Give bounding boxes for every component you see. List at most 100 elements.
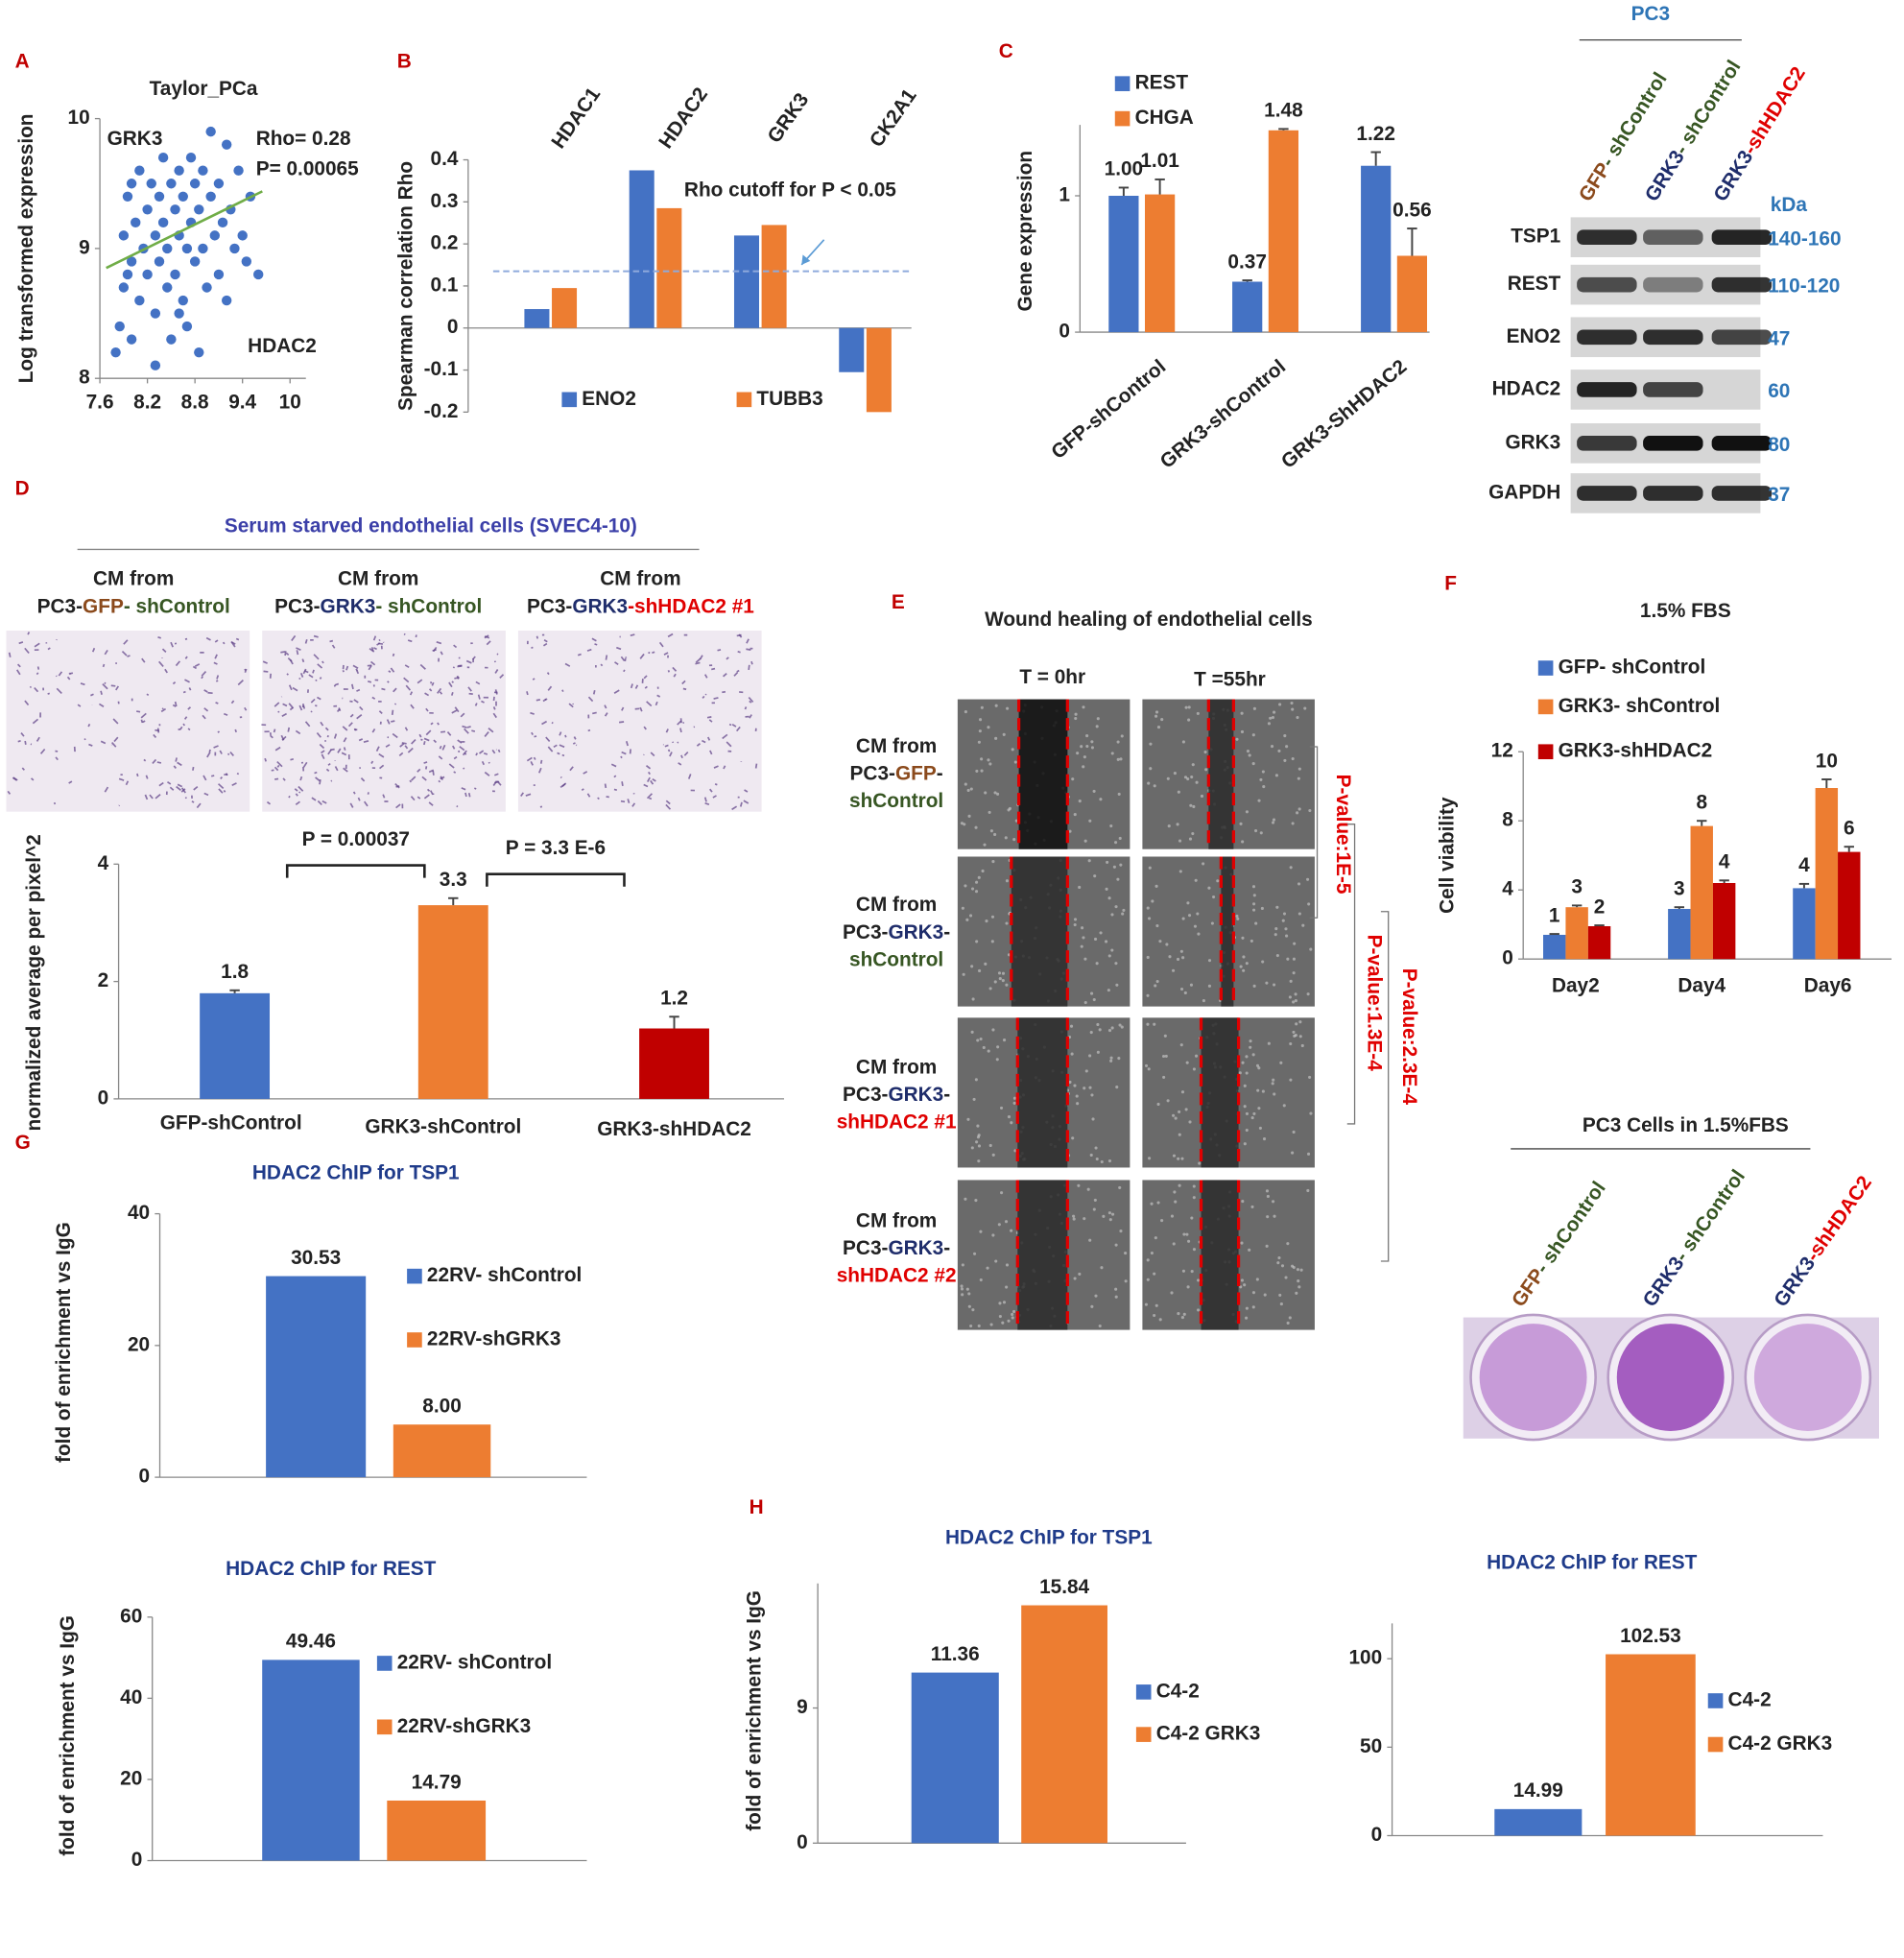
cell-texture <box>962 972 965 976</box>
cell-stain <box>160 707 167 713</box>
cell-stain <box>274 777 279 780</box>
legend-swatch <box>1707 1736 1724 1753</box>
point <box>217 217 228 228</box>
cell-texture <box>1105 887 1108 891</box>
cell-stain <box>683 751 689 756</box>
point <box>126 179 137 189</box>
cell-stain <box>158 660 164 668</box>
cell-texture <box>1309 947 1313 951</box>
cell-stain <box>581 788 584 792</box>
cell-texture <box>1250 1205 1254 1208</box>
cell-stain <box>411 738 416 745</box>
cell-stain <box>428 769 435 774</box>
cell-texture <box>1174 1116 1178 1120</box>
cell-texture <box>1178 1133 1181 1136</box>
cell-stain <box>276 764 280 768</box>
cell-stain <box>36 666 40 670</box>
cell-texture <box>1001 979 1005 983</box>
cell-texture <box>990 915 995 919</box>
cell-stain <box>708 719 713 723</box>
cell-texture <box>1114 841 1118 845</box>
cell-stain <box>36 672 39 676</box>
cell-texture <box>1156 1201 1160 1205</box>
cell-texture <box>1146 1277 1150 1281</box>
chart-title: Taylor_PCa <box>150 78 258 100</box>
kda-label: 110-120 <box>1768 275 1840 298</box>
cell-texture <box>1251 1305 1255 1309</box>
cell-stain <box>152 758 157 765</box>
cell-texture <box>1273 933 1277 937</box>
row-label-part: CM from <box>856 1209 937 1231</box>
cell-stain <box>491 749 496 754</box>
image-caption-part: GRK3 <box>321 595 376 617</box>
p-value: P-value:2.3E-4 <box>1398 968 1420 1106</box>
y-tick-label: 60 <box>120 1605 142 1627</box>
bar <box>733 235 759 328</box>
annotation: GRK3 <box>107 128 163 150</box>
bar <box>1712 882 1736 960</box>
cell-texture <box>1262 1137 1267 1141</box>
cell-texture <box>1093 1198 1097 1202</box>
cell-stain <box>499 674 505 679</box>
cell-stain <box>326 734 329 738</box>
cell-stain <box>15 669 21 676</box>
point <box>178 295 188 306</box>
legend-label: C4-2 <box>1156 1680 1200 1702</box>
cell-texture <box>1005 879 1009 883</box>
cell-texture <box>1273 1092 1276 1096</box>
cell-stain <box>342 669 345 673</box>
y-tick-label: 20 <box>120 1767 142 1789</box>
cell-stain <box>299 673 304 678</box>
y-tick-label: 0 <box>98 1086 109 1109</box>
cell-stain <box>175 660 181 667</box>
point <box>122 191 133 202</box>
cell-texture <box>1090 740 1094 744</box>
bar <box>1494 1808 1583 1836</box>
cell-texture <box>1186 776 1190 781</box>
cell-stain <box>47 647 51 651</box>
cell-texture <box>1154 1236 1157 1240</box>
cell-stain <box>352 791 356 795</box>
cell-stain <box>440 730 446 733</box>
cell-texture <box>1165 943 1169 946</box>
cell-stain <box>229 751 234 757</box>
cell-stain <box>547 746 554 752</box>
cell-stain <box>679 718 682 724</box>
cell-stain <box>158 781 164 787</box>
cell-stain <box>319 677 322 680</box>
cell-texture <box>968 914 973 918</box>
cell-stain <box>559 776 562 778</box>
cell-texture <box>1080 944 1083 948</box>
cell-texture <box>1094 1294 1098 1298</box>
point <box>134 165 145 176</box>
cell-stain <box>531 731 534 735</box>
cell-stain <box>304 721 311 728</box>
cell-stain <box>244 706 248 711</box>
cell-stain <box>351 683 354 690</box>
cell-stain <box>693 726 696 728</box>
cell-stain <box>382 794 386 799</box>
cell-stain <box>573 736 577 740</box>
cell-stain <box>353 728 357 731</box>
cell-stain <box>274 746 281 752</box>
cell-stain <box>459 746 465 752</box>
cell-stain <box>184 679 190 683</box>
cell-texture <box>1003 1039 1007 1042</box>
cell-texture <box>979 1230 983 1233</box>
y-tick-label: 20 <box>128 1333 150 1355</box>
point <box>189 256 201 267</box>
cell-texture <box>1298 1020 1302 1024</box>
cell-stain <box>405 684 412 691</box>
cell-texture <box>1283 758 1287 762</box>
cell-stain <box>404 745 409 750</box>
cell-texture <box>1168 955 1172 959</box>
cell-stain <box>648 797 653 800</box>
cell-texture <box>966 788 970 793</box>
cell-texture <box>1179 987 1184 991</box>
cell-texture <box>1249 1039 1252 1043</box>
cell-stain <box>564 734 567 738</box>
cell-stain <box>315 776 321 782</box>
cell-stain <box>497 749 501 753</box>
cell-stain <box>20 732 25 737</box>
bar <box>393 1424 491 1478</box>
